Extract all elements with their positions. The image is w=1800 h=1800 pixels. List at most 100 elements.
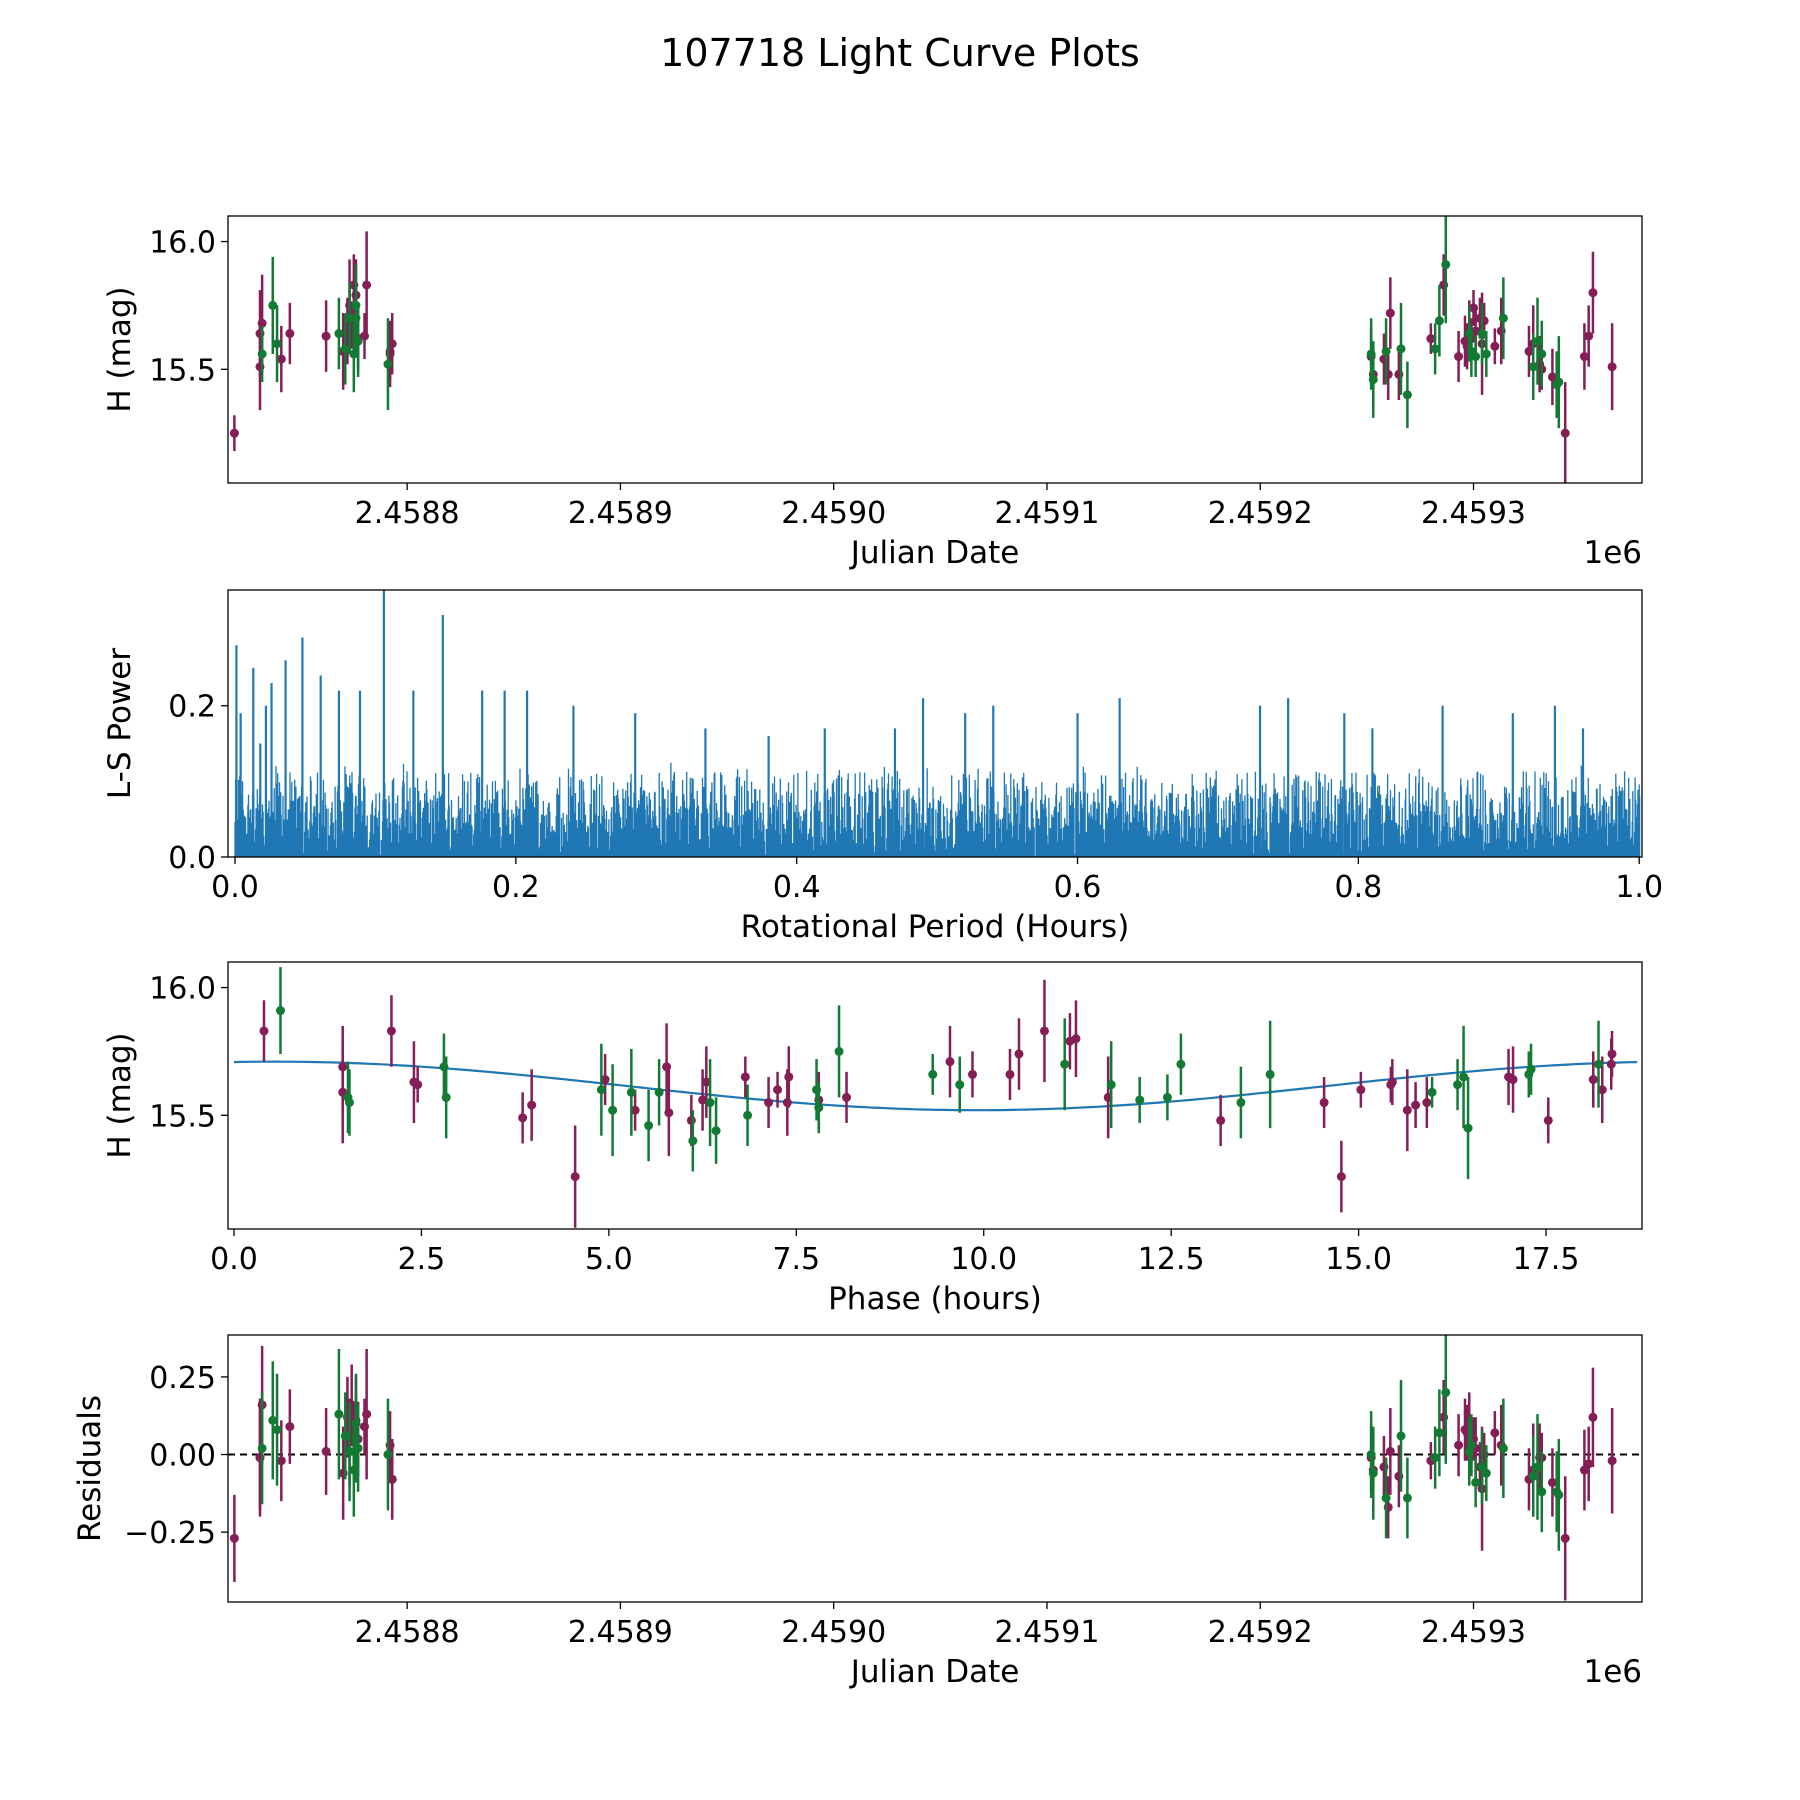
x-tick-label: 2.4592 [1208,496,1313,531]
data-point [782,1098,792,1108]
data-point [1607,1049,1617,1059]
y-axis-label: H (mag) [102,1032,138,1158]
data-point [945,1057,955,1067]
data-point [1434,1428,1444,1438]
x-tick-label: 0.8 [1334,870,1382,905]
data-point [1381,1493,1391,1503]
data-point [1524,346,1534,356]
axes-frame [227,215,1643,484]
data-point [321,331,331,341]
data-point [272,1425,282,1435]
x-offset-label: 1e6 [1583,535,1642,571]
data-point [1396,344,1406,354]
data-point [1402,1105,1412,1115]
data-point [1537,349,1547,359]
data-point [626,1087,636,1097]
data-point [1528,1471,1538,1481]
data-point [276,1456,286,1466]
data-point [570,1172,580,1182]
data-point [1135,1095,1145,1105]
x-tick-label: 1.0 [1615,870,1663,905]
series-filter_b [257,1348,393,1517]
data-point [1430,1453,1440,1463]
data-point [1319,1098,1329,1108]
data-point [276,354,286,364]
data-point [764,1098,774,1108]
data-point [711,1126,721,1136]
y-tick-label: 0.2 [168,690,216,725]
x-tick-label: 2.4589 [568,1615,673,1650]
data-point [1454,352,1464,362]
data-point [344,1098,354,1108]
x-tick-label: 2.4590 [781,496,886,531]
data-point [1560,1533,1570,1543]
periodogram-noise-series [234,762,1640,857]
data-point [1547,372,1557,382]
data-point [1176,1059,1186,1069]
data-point [1607,362,1617,372]
data-point [967,1069,977,1079]
data-point [1532,1462,1542,1472]
x-tick-label: 2.4589 [568,496,673,531]
plot-area [233,967,1638,1228]
data-point [630,1105,640,1115]
x-tick-label: 2.4593 [1421,1615,1526,1650]
data-point [257,349,267,359]
y-axis-label: Residuals [72,1395,108,1542]
data-point [842,1092,852,1102]
fit-curve [233,1060,1638,1112]
data-point [1543,1115,1553,1125]
x-axis-label: Julian Date [849,1654,1020,1690]
data-point [1453,1080,1463,1090]
x-tick-label: 2.4592 [1208,1615,1313,1650]
data-point [1402,1493,1412,1503]
data-point [1071,1034,1081,1044]
data-point [1236,1098,1246,1108]
x-tick-label: 0.0 [211,870,259,905]
data-point [1459,1072,1469,1082]
data-point [743,1110,753,1120]
data-point [686,1115,696,1125]
data-point [1336,1172,1346,1182]
x-tick-label: 2.4588 [355,496,460,531]
data-point [1387,1077,1397,1087]
data-point [654,1087,664,1097]
data-point [353,1443,363,1453]
data-point [1381,346,1391,356]
data-point [1584,331,1594,341]
data-point [1216,1115,1226,1125]
data-point [1106,1080,1116,1090]
data-point [928,1069,938,1079]
data-point [285,329,295,339]
data-point [345,313,355,323]
data-point [1005,1069,1015,1079]
data-point [955,1080,965,1090]
y-tick-label: 0.0 [168,841,216,876]
data-point [1265,1069,1275,1079]
data-point [1463,1123,1473,1133]
data-point [1526,1064,1536,1074]
data-point [1597,1085,1607,1095]
data-point [340,344,350,354]
data-point [268,300,278,310]
data-point [362,280,372,290]
data-point [362,1409,372,1419]
y-axis-label: L-S Power [102,648,138,799]
data-point [600,1075,610,1085]
data-point [834,1046,844,1056]
y-tick-label: −0.25 [124,1516,216,1551]
data-point [387,339,397,349]
data-point [321,1446,331,1456]
data-point [229,1533,239,1543]
data-point [1356,1085,1366,1095]
data-point [1162,1092,1172,1102]
data-point [1402,390,1412,400]
data-point [1588,288,1598,298]
data-point [1426,334,1436,344]
data-point [1537,1487,1547,1497]
data-point [1588,1075,1598,1085]
x-tick-label: 12.5 [1138,1242,1205,1277]
data-point [353,336,363,346]
data-point [1368,1468,1378,1478]
